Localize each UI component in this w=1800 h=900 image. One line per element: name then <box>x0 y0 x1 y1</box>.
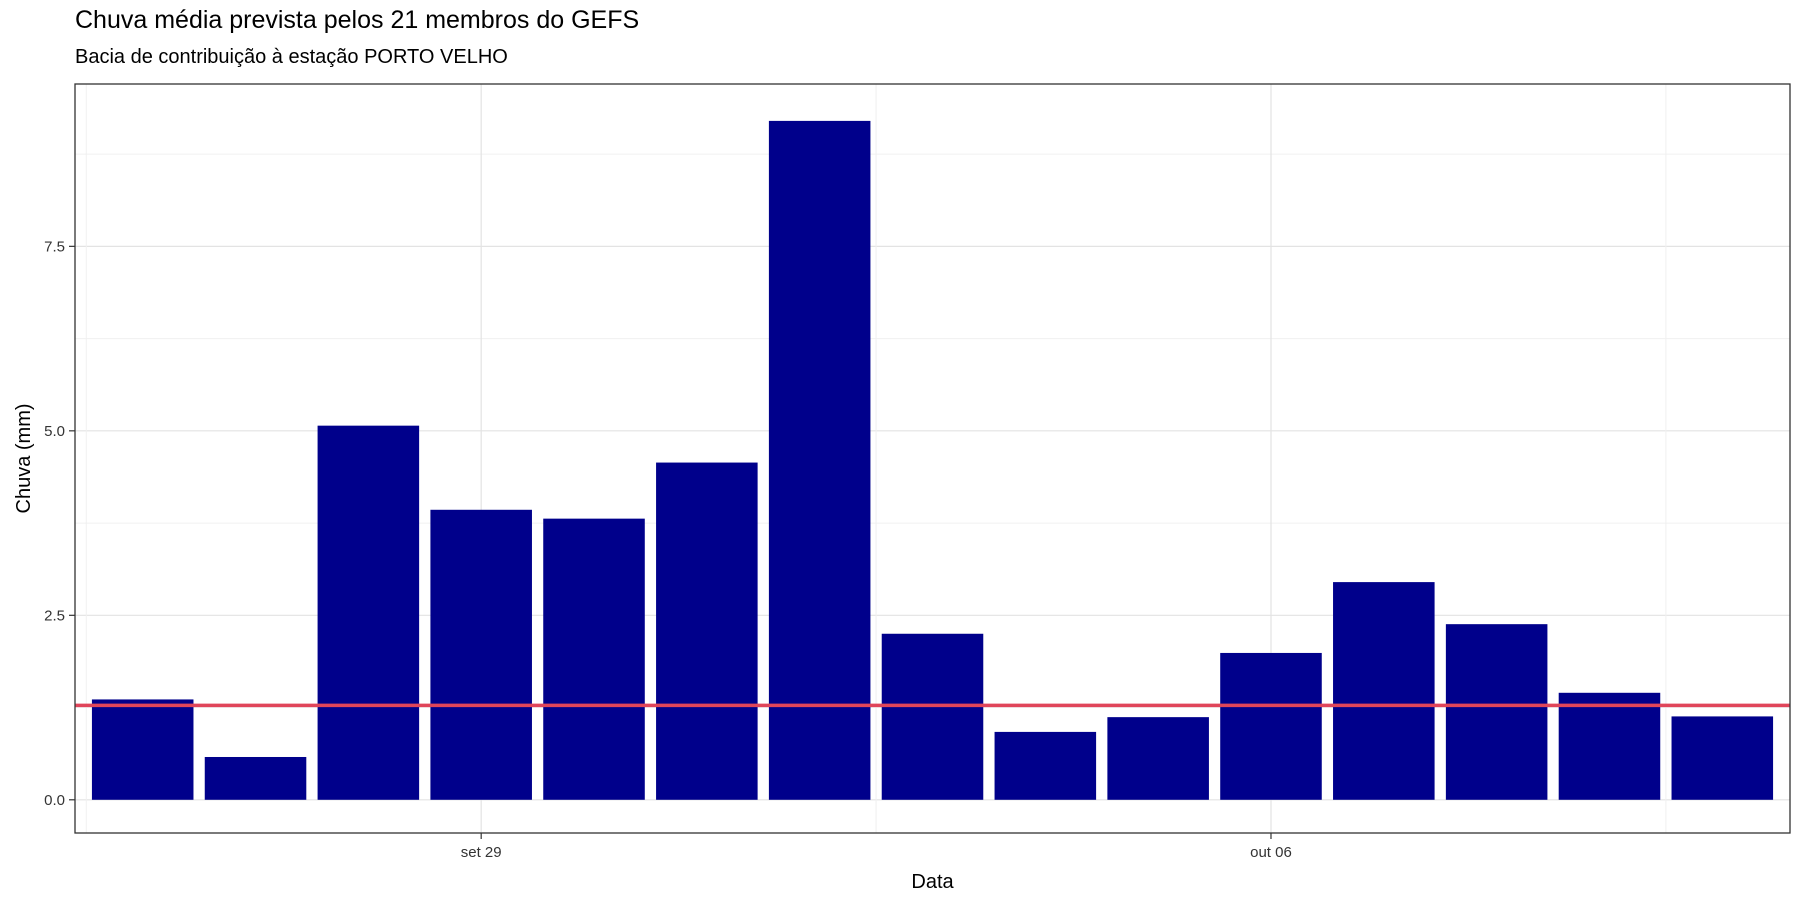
bar <box>1558 692 1661 800</box>
chart-title: Chuva média prevista pelos 21 membros do… <box>75 6 640 34</box>
bar <box>204 756 307 800</box>
bar <box>768 120 871 800</box>
y-tick-label: 7.5 <box>44 238 65 255</box>
bar <box>91 699 194 800</box>
x-axis-title: Data <box>911 871 954 893</box>
x-tick-label: out 06 <box>1250 844 1292 861</box>
y-tick-label: 2.5 <box>44 607 65 624</box>
y-tick-label: 5.0 <box>44 423 65 440</box>
bar <box>656 462 758 800</box>
bar <box>430 509 532 800</box>
bars <box>91 120 1774 800</box>
bar <box>1333 582 1435 800</box>
y-tick-label: 0.0 <box>44 792 65 809</box>
chart-subtitle: Bacia de contribuição à estação PORTO VE… <box>75 46 508 68</box>
bar <box>543 518 645 800</box>
bar <box>1220 652 1322 800</box>
bar <box>1671 716 1774 800</box>
bar <box>1445 624 1548 800</box>
bar <box>994 731 1097 800</box>
ticks: 0.0 2.5 5.0 7.5 set 29 out 06 <box>44 238 1292 861</box>
y-axis-title: Chuva (mm) <box>13 403 35 513</box>
bar <box>1107 717 1209 800</box>
x-tick-label: set 29 <box>461 844 502 861</box>
bar <box>881 633 984 800</box>
bar <box>317 425 420 800</box>
panel-border <box>74 83 1791 834</box>
